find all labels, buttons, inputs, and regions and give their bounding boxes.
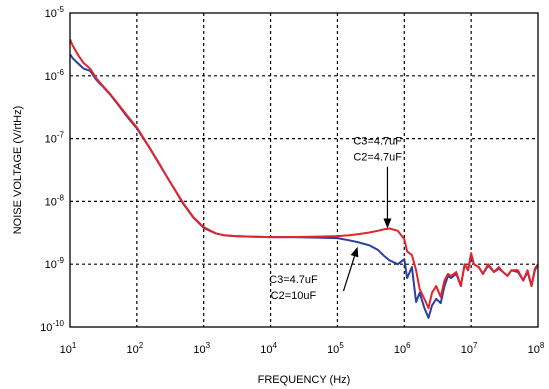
x-tick-exponent: 2 bbox=[139, 341, 144, 350]
x-tick-base: 10 bbox=[260, 344, 272, 356]
x-tick-base: 10 bbox=[528, 344, 540, 356]
annotation-line-2: C2=4.7uF bbox=[353, 152, 402, 164]
x-tick-base: 10 bbox=[127, 344, 139, 356]
y-tick-label: 10-7 bbox=[45, 131, 65, 146]
x-tick-exponent: 5 bbox=[339, 341, 344, 350]
x-tick-labels: 101 102 103 104 105 106 107 108 bbox=[60, 341, 545, 356]
y-tick-base: 10 bbox=[45, 8, 57, 20]
x-tick-base: 10 bbox=[193, 344, 205, 356]
y-tick-base: 10 bbox=[40, 322, 52, 334]
x-tick-exponent: 6 bbox=[406, 341, 411, 350]
x-tick-label: 104 bbox=[260, 341, 277, 356]
x-tick-exponent: 8 bbox=[540, 341, 545, 350]
y-tick-label: 10-8 bbox=[45, 193, 65, 208]
annotation-2: C3=4.7uF C2=10uF bbox=[269, 246, 359, 302]
y-tick-exponent: -9 bbox=[57, 256, 65, 265]
y-tick-exponent: -10 bbox=[52, 319, 64, 328]
series-layer bbox=[70, 38, 538, 319]
x-tick-base: 10 bbox=[60, 344, 72, 356]
x-tick-label: 103 bbox=[193, 341, 210, 356]
annotations: C3=4.7uF C2=4.7uF C3=4.7uF C2=10uF bbox=[269, 136, 402, 302]
x-tick-label: 101 bbox=[60, 341, 77, 356]
x-tick-base: 10 bbox=[394, 344, 406, 356]
y-tick-exponent: -6 bbox=[57, 68, 65, 77]
y-tick-label: 10-5 bbox=[45, 5, 65, 20]
x-tick-label: 105 bbox=[327, 341, 344, 356]
x-tick-label: 106 bbox=[394, 341, 411, 356]
y-tick-base: 10 bbox=[45, 71, 57, 83]
grid-lines bbox=[70, 13, 538, 327]
y-tick-base: 10 bbox=[45, 196, 57, 208]
series-line-2 bbox=[70, 38, 538, 310]
annotation-arrow-head bbox=[350, 246, 359, 258]
annotation-arrow-head bbox=[383, 218, 392, 229]
annotation-1: C3=4.7uF C2=4.7uF bbox=[353, 136, 402, 229]
x-tick-base: 10 bbox=[327, 344, 339, 356]
annotation-line-1: C3=4.7uF bbox=[269, 274, 318, 286]
y-tick-exponent: -5 bbox=[57, 5, 65, 14]
y-tick-exponent: -7 bbox=[57, 131, 65, 140]
y-tick-label: 10-6 bbox=[45, 68, 65, 83]
x-tick-label: 102 bbox=[127, 341, 144, 356]
y-tick-exponent: -8 bbox=[57, 193, 65, 202]
x-tick-label: 107 bbox=[461, 341, 478, 356]
annotation-line-2: C2=10uF bbox=[271, 290, 317, 302]
plot-frame bbox=[69, 12, 539, 328]
x-tick-exponent: 4 bbox=[272, 341, 277, 350]
plot-area bbox=[70, 13, 538, 327]
x-axis-label: FREQUENCY (Hz) bbox=[258, 374, 351, 386]
y-tick-label: 10-10 bbox=[40, 319, 64, 334]
x-tick-exponent: 7 bbox=[473, 341, 478, 350]
x-tick-base: 10 bbox=[461, 344, 473, 356]
y-tick-label: 10-9 bbox=[45, 256, 65, 271]
y-tick-base: 10 bbox=[45, 134, 57, 146]
x-tick-exponent: 1 bbox=[72, 341, 77, 350]
x-tick-exponent: 3 bbox=[206, 341, 211, 350]
x-tick-label: 108 bbox=[528, 341, 545, 356]
annotation-line-1: C3=4.7uF bbox=[353, 136, 402, 148]
y-tick-base: 10 bbox=[45, 259, 57, 271]
annotation-arrow-shaft bbox=[342, 256, 356, 292]
y-axis-label: NOISE VOLTAGE (V/rtHz) bbox=[12, 106, 24, 235]
